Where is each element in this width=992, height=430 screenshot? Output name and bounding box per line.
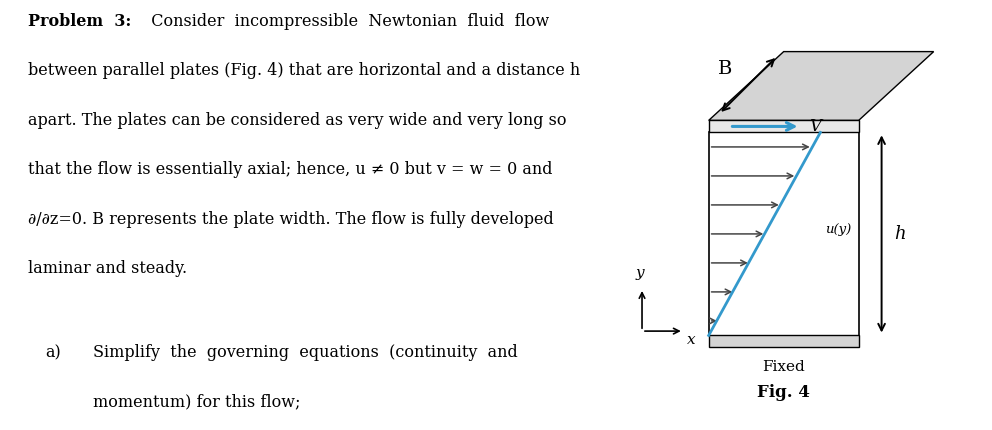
- Text: y: y: [636, 266, 644, 280]
- Text: Problem  3:: Problem 3:: [28, 13, 131, 30]
- Polygon shape: [708, 335, 859, 347]
- Text: ∂/∂z=0. B represents the plate width. The flow is fully developed: ∂/∂z=0. B represents the plate width. Th…: [28, 211, 554, 228]
- Text: apart. The plates can be considered as very wide and very long so: apart. The plates can be considered as v…: [28, 112, 566, 129]
- Text: u(y): u(y): [825, 223, 851, 236]
- Text: between parallel plates (Fig. 4) that are horizontal and a distance h: between parallel plates (Fig. 4) that ar…: [28, 62, 580, 80]
- Text: B: B: [718, 61, 732, 78]
- Text: laminar and steady.: laminar and steady.: [28, 260, 186, 277]
- Polygon shape: [708, 52, 933, 120]
- Text: x: x: [686, 333, 695, 347]
- Text: that the flow is essentially axial; hence, u ≠ 0 but v = w = 0 and: that the flow is essentially axial; henc…: [28, 161, 553, 178]
- Polygon shape: [708, 120, 859, 132]
- Text: Simplify  the  governing  equations  (continuity  and: Simplify the governing equations (contin…: [93, 344, 518, 361]
- Text: Fig. 4: Fig. 4: [757, 384, 810, 401]
- Text: V: V: [808, 118, 820, 135]
- Text: Consider  incompressible  Newtonian  fluid  flow: Consider incompressible Newtonian fluid …: [141, 13, 550, 30]
- Text: momentum) for this flow;: momentum) for this flow;: [93, 393, 301, 411]
- Text: h: h: [894, 225, 906, 243]
- Text: Fixed: Fixed: [762, 360, 806, 375]
- Text: a): a): [46, 344, 62, 361]
